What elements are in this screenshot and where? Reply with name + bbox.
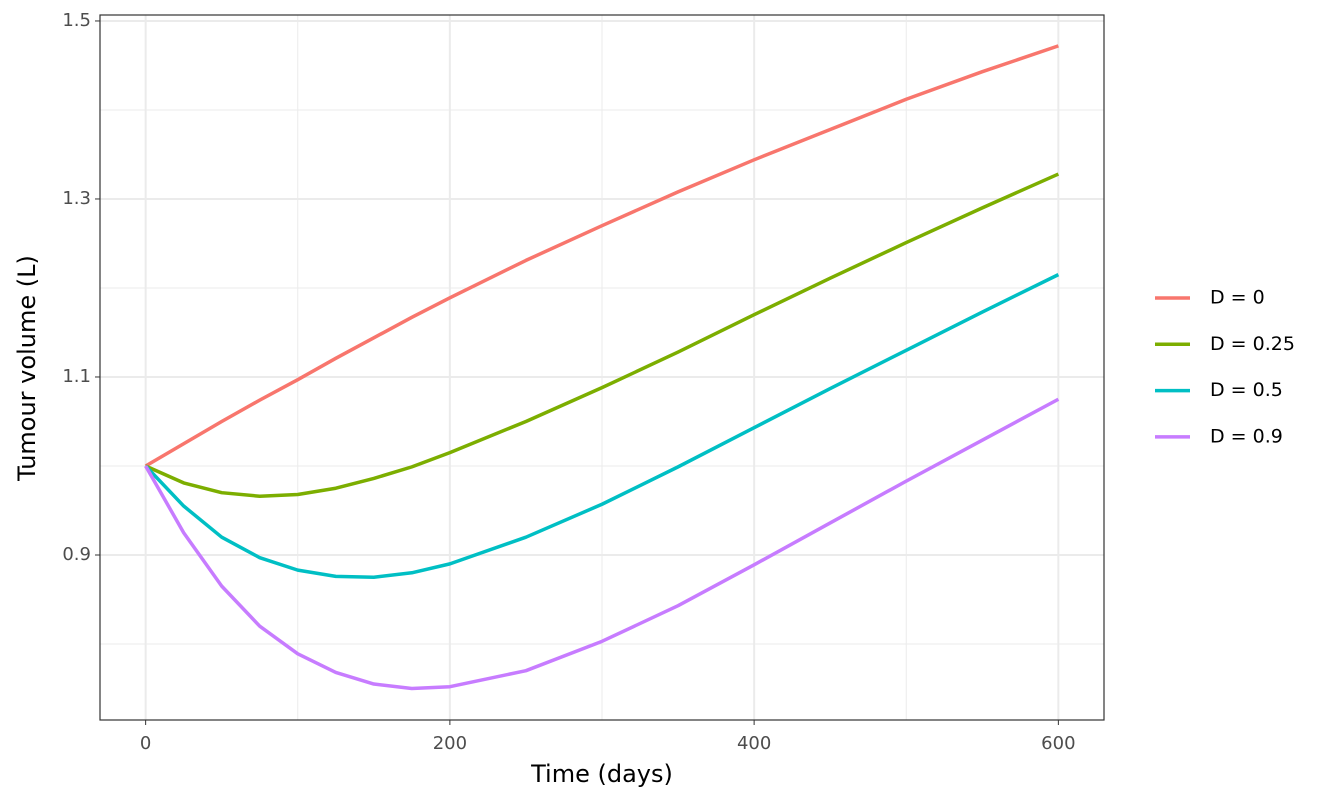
x-axis-title: Time (days) xyxy=(530,760,673,788)
series-line xyxy=(144,397,1060,691)
y-tick-label: 1.5 xyxy=(62,10,91,31)
plot-border xyxy=(99,14,1105,721)
series-line xyxy=(144,273,1060,579)
y-tick-label: 1.1 xyxy=(62,366,91,387)
legend-label: D = 0.25 xyxy=(1210,333,1295,355)
x-tick-label: 600 xyxy=(1041,733,1075,754)
series-line xyxy=(144,44,1059,468)
legend-label: D = 0.9 xyxy=(1210,425,1283,447)
y-axis-title: Tumour volume (L) xyxy=(13,255,41,482)
legend-label: D = 0 xyxy=(1210,287,1265,309)
x-tick-label: 200 xyxy=(433,733,467,754)
y-tick-label: 1.3 xyxy=(62,188,91,209)
x-tick-label: 400 xyxy=(737,733,771,754)
x-tick-label: 0 xyxy=(140,733,151,754)
series-line xyxy=(144,172,1060,498)
y-tick-label: 0.9 xyxy=(62,544,91,565)
legend-label: D = 0.5 xyxy=(1210,379,1283,401)
